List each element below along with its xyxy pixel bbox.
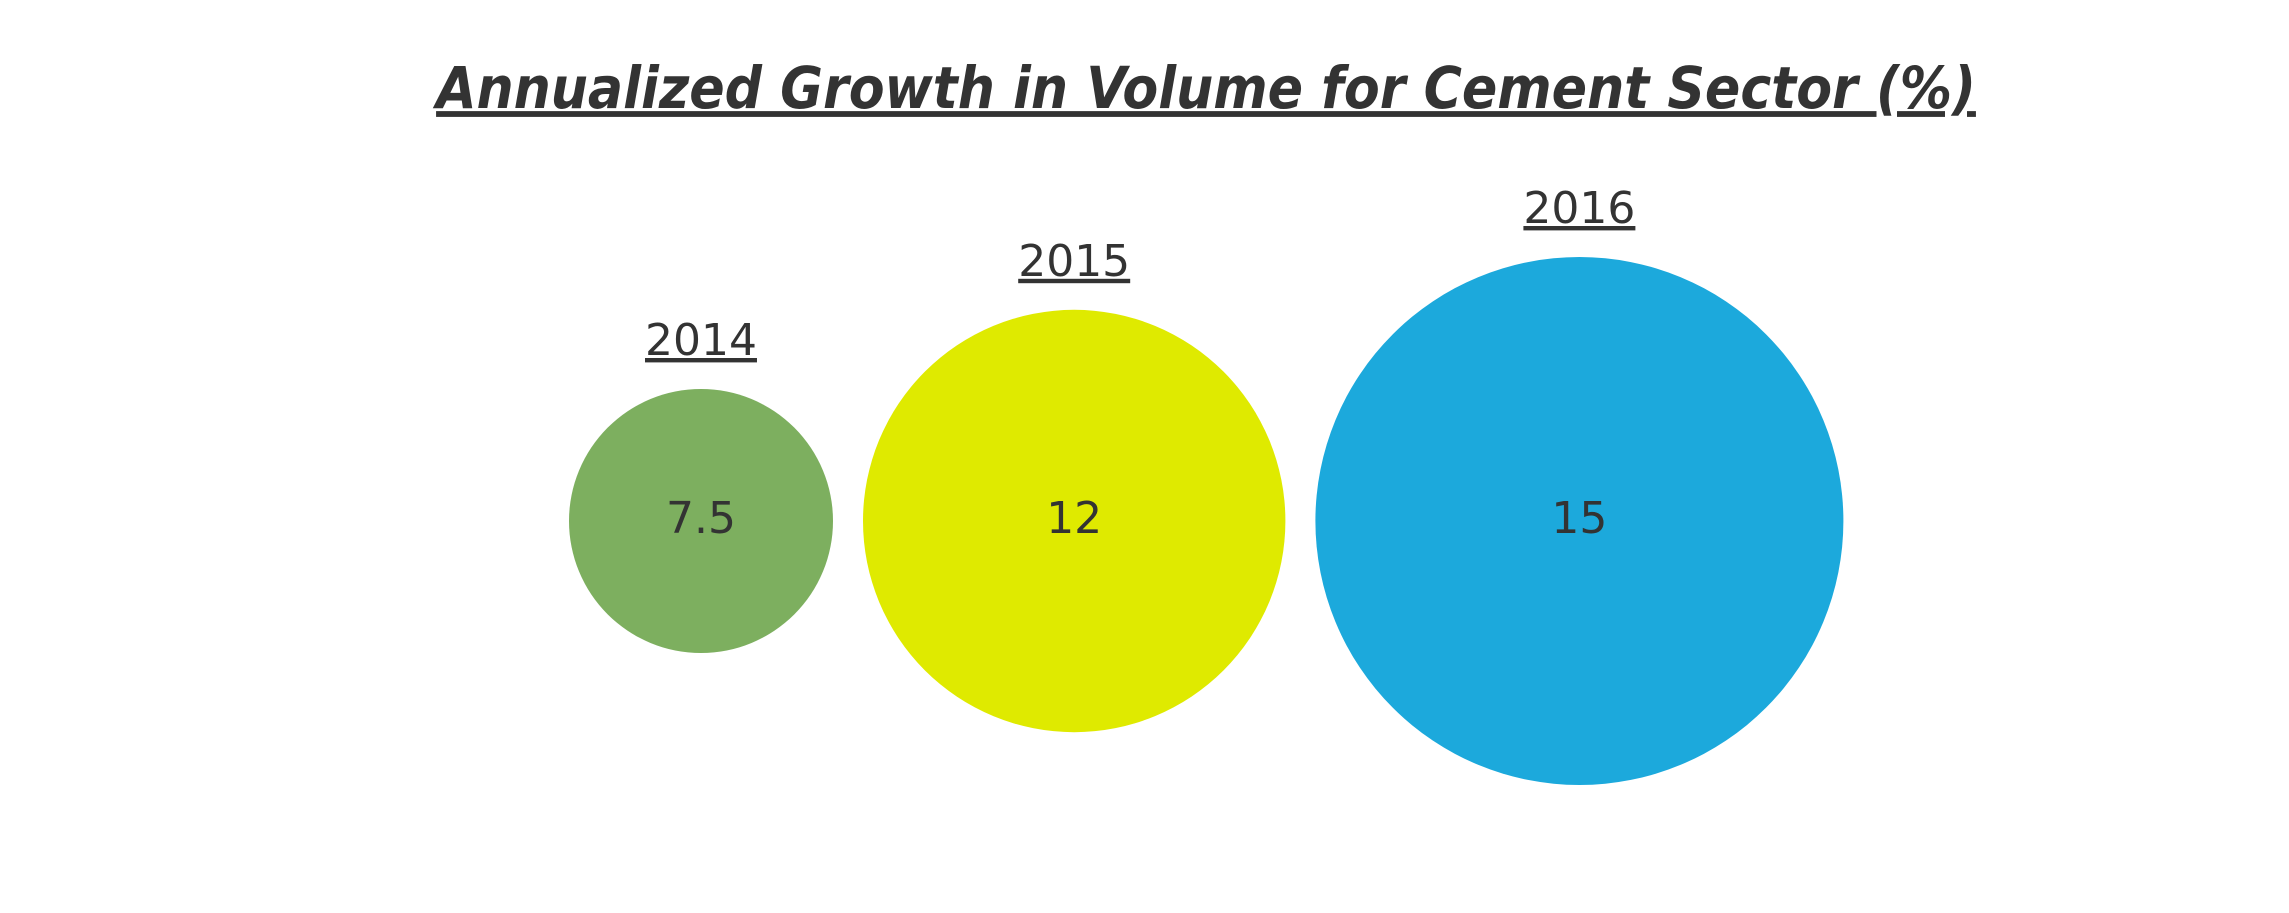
chart-title: Annualized Growth in Volume for Cement S…: [432, 54, 1976, 122]
category-label: 2014: [645, 315, 757, 366]
bubble: [1315, 257, 1844, 785]
category-label: 2015: [1018, 236, 1130, 287]
value-label: 7.5: [666, 493, 736, 544]
bubble: [862, 309, 1286, 733]
value-label: 12: [1046, 493, 1102, 544]
bubble: [569, 389, 833, 653]
value-label: 15: [1551, 493, 1607, 544]
category-label: 2016: [1523, 183, 1635, 234]
